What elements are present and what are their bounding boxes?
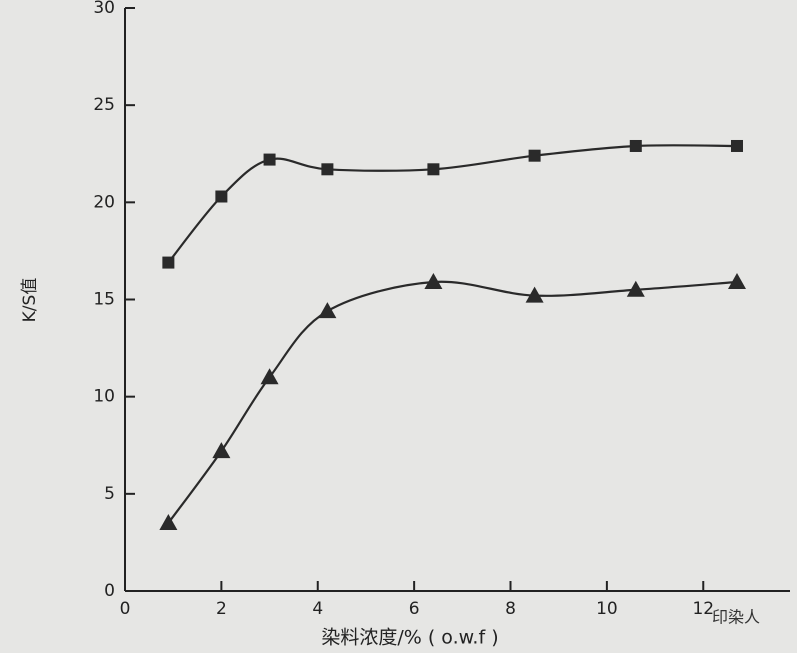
marker	[727, 273, 746, 290]
y-tick-label: 0	[104, 581, 115, 601]
x-axis-label: 染料浓度/% ( o.w.f )	[321, 627, 498, 649]
marker	[321, 163, 334, 176]
x-tick-label: 6	[409, 599, 420, 619]
marker	[212, 442, 231, 459]
watermark: 印染人	[712, 608, 760, 627]
marker	[427, 163, 440, 176]
y-tick-label: 30	[93, 0, 115, 18]
x-tick-label: 0	[120, 599, 131, 619]
marker	[424, 273, 443, 290]
series-line	[167, 144, 737, 264]
marker	[215, 190, 228, 203]
marker	[159, 513, 178, 530]
series-line	[167, 280, 738, 524]
marker	[528, 149, 541, 162]
marker	[162, 256, 175, 269]
marker	[260, 368, 279, 385]
marker	[626, 280, 645, 297]
y-tick-label: 25	[93, 95, 115, 115]
x-tick-label: 10	[596, 599, 618, 619]
marker	[525, 286, 544, 303]
y-tick-label: 5	[104, 484, 115, 504]
x-tick-label: 4	[312, 599, 323, 619]
y-tick-label: 10	[93, 387, 115, 407]
y-axis-label: K/S值	[20, 278, 40, 323]
marker	[629, 139, 642, 152]
y-tick-label: 20	[93, 192, 115, 212]
x-tick-label: 12	[692, 599, 714, 619]
marker	[318, 302, 337, 319]
x-tick-label: 8	[505, 599, 516, 619]
marker	[730, 139, 743, 152]
y-tick-label: 15	[93, 290, 115, 310]
marker	[263, 153, 276, 166]
x-tick-label: 2	[216, 599, 227, 619]
